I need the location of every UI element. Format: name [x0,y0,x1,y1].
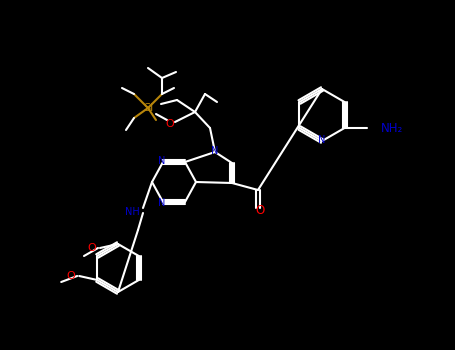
Text: O: O [166,119,174,129]
Text: O: O [255,203,265,217]
Text: O: O [66,271,75,281]
Text: O: O [87,243,96,253]
Text: Si: Si [143,103,153,113]
Text: N: N [211,146,219,156]
Text: N: N [158,198,166,208]
Text: NH₂: NH₂ [380,121,403,134]
Text: N: N [158,156,166,166]
Text: NH: NH [125,207,140,217]
Text: N: N [318,135,326,145]
